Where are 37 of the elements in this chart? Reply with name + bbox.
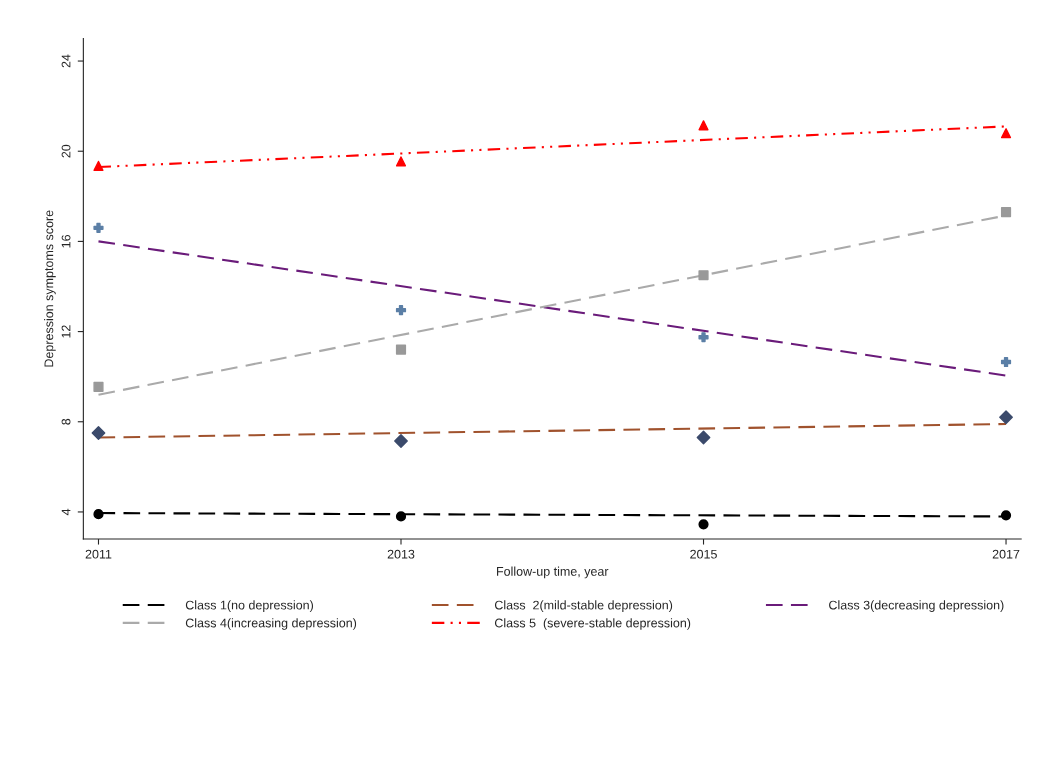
- x-axis-title: Follow-up time, year: [497, 566, 609, 579]
- legend-label: Class 4(increasing depression): [185, 618, 357, 630]
- x-tick-label: 2011: [85, 549, 112, 559]
- point: [394, 434, 408, 448]
- y-tick-label: 20: [61, 144, 71, 158]
- x-tick-label: 2013: [387, 549, 415, 559]
- point: [93, 509, 104, 520]
- y-tick-label: 16: [61, 235, 71, 248]
- y-tick-label: 8: [61, 418, 71, 425]
- legend-label: Class 5 (severe-stable depression): [494, 618, 691, 630]
- point: [395, 344, 407, 355]
- point: [93, 222, 104, 233]
- point: [1000, 207, 1012, 218]
- x-tick-label: 2017: [992, 549, 1020, 559]
- legend-label: Class 2(mild-stable depression): [494, 600, 673, 612]
- point: [698, 519, 709, 530]
- point: [698, 120, 709, 131]
- x-tick-label: 2015: [690, 549, 717, 559]
- y-axis-title: Depression symptoms score: [44, 210, 56, 367]
- point: [91, 426, 106, 440]
- point: [1000, 510, 1012, 521]
- point: [395, 305, 407, 316]
- point: [93, 160, 104, 171]
- point: [93, 381, 104, 392]
- y-tick-label: 24: [61, 54, 71, 68]
- point: [1000, 128, 1012, 139]
- legend-label: Class 3(decreasing depression): [829, 600, 1004, 612]
- point: [395, 156, 407, 167]
- legend-label: Class 1(no depression): [185, 600, 313, 612]
- point: [1000, 356, 1012, 368]
- point: [395, 511, 407, 522]
- point: [698, 270, 709, 281]
- point: [696, 430, 711, 445]
- y-tick-label: 4: [61, 508, 71, 516]
- point: [698, 332, 709, 343]
- point: [999, 410, 1013, 425]
- y-tick-label: 12: [61, 325, 71, 338]
